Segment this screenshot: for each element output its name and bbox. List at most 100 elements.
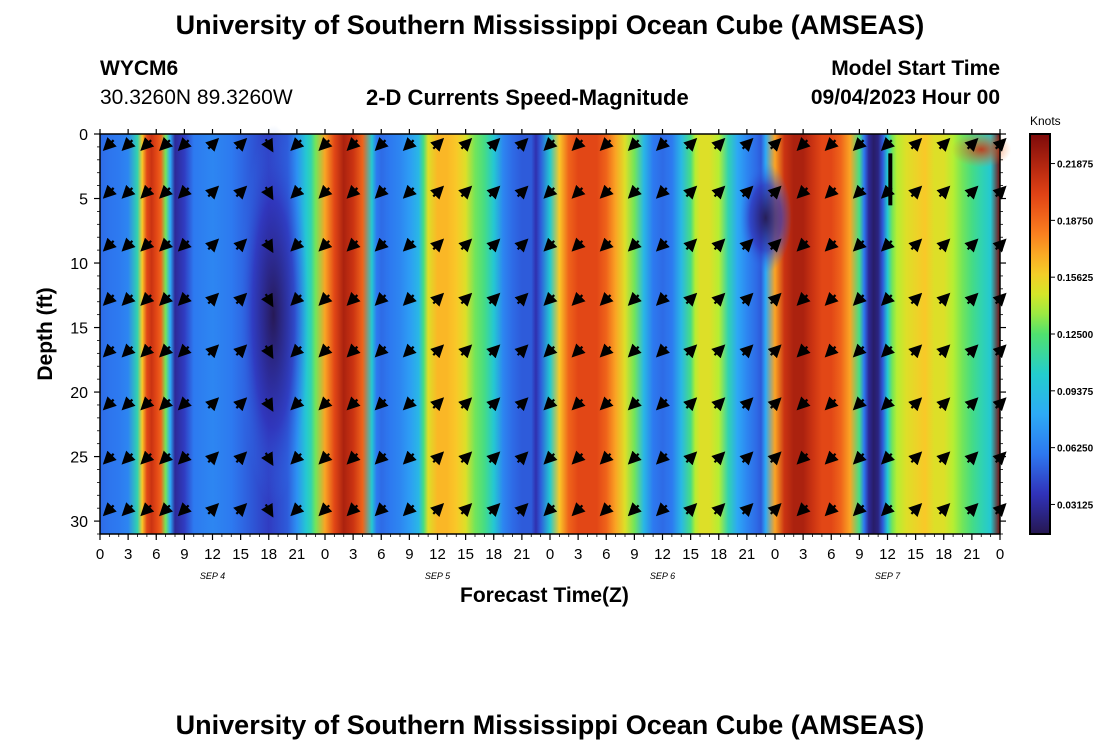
current-vector: [486, 238, 501, 253]
current-vector: [430, 238, 445, 253]
current-vector: [936, 137, 951, 152]
x-tick-label: 21: [739, 546, 756, 563]
current-vector: [140, 450, 155, 465]
current-vector: [964, 397, 979, 412]
colorbar-title: Knots: [1030, 114, 1061, 128]
current-vector: [543, 237, 558, 252]
x-day-label: SEP 7: [875, 571, 901, 581]
current-vector: [290, 450, 305, 465]
current-vector: [627, 291, 642, 306]
current-vector: [458, 451, 473, 466]
colorbar: [1029, 133, 1051, 535]
current-vector: [402, 450, 417, 465]
current-vector: [992, 451, 1007, 466]
current-vector: [767, 397, 782, 412]
current-vector: [767, 503, 782, 518]
current-vector: [824, 291, 839, 306]
current-vector: [159, 291, 174, 306]
current-vector: [159, 237, 174, 252]
current-vector: [880, 184, 895, 199]
current-vector: [514, 238, 529, 253]
current-vector: [121, 502, 136, 517]
current-vector: [514, 292, 529, 307]
current-vector: [374, 184, 389, 199]
current-vector: [908, 238, 923, 253]
current-vector: [880, 237, 895, 252]
current-vector: [571, 137, 586, 152]
current-vector: [627, 184, 642, 199]
x-day-label: SEP 6: [650, 571, 675, 581]
x-tick-label: 0: [96, 546, 104, 563]
current-vector: [796, 237, 811, 252]
y-tick-label: 10: [70, 256, 88, 273]
x-tick-label: 3: [799, 546, 807, 563]
y-tick-label: 20: [70, 385, 88, 402]
current-vector: [402, 502, 417, 517]
current-vector: [318, 343, 333, 358]
y-tick-label: 5: [79, 192, 88, 209]
station-id: WYCM6: [100, 57, 179, 80]
current-vector: [599, 184, 614, 199]
current-vector: [233, 185, 248, 200]
y-tick-label: 25: [70, 450, 88, 467]
current-vector: [346, 396, 361, 411]
current-vector: [290, 343, 305, 358]
current-vector: [964, 451, 979, 466]
current-vector: [205, 397, 220, 412]
current-vector: [739, 344, 754, 359]
current-vector: [936, 292, 951, 307]
current-vector: [852, 396, 867, 411]
current-vector: [458, 238, 473, 253]
current-vector: [102, 396, 117, 411]
current-vector: [627, 343, 642, 358]
x-tick-label: 15: [907, 546, 924, 563]
current-vector: [964, 344, 979, 359]
current-vector: [233, 503, 248, 518]
current-vector: [796, 184, 811, 199]
current-vector: [571, 184, 586, 199]
current-vector: [346, 184, 361, 199]
current-vector: [430, 344, 445, 359]
current-vector: [290, 396, 305, 411]
current-vector: [543, 450, 558, 465]
current-vector: [655, 343, 670, 358]
colorbar-tick-label: 0.12500: [1057, 330, 1094, 341]
current-vector: [233, 292, 248, 307]
current-vector: [655, 450, 670, 465]
current-vector: [936, 451, 951, 466]
current-vector: [852, 237, 867, 252]
current-vector: [374, 450, 389, 465]
current-vector: [683, 185, 698, 200]
current-vector: [655, 396, 670, 411]
current-vector: [346, 450, 361, 465]
current-vector: [159, 137, 174, 152]
current-vector: [318, 450, 333, 465]
y-tick-label: 30: [70, 514, 88, 531]
x-tick-label: 18: [935, 546, 952, 563]
current-vector: [880, 343, 895, 358]
current-vector: [880, 450, 895, 465]
current-vector: [374, 237, 389, 252]
current-vector: [159, 343, 174, 358]
surface-high-speed-patch: [951, 131, 1012, 168]
current-vector: [514, 185, 529, 200]
current-vector: [374, 396, 389, 411]
x-tick-label: 9: [630, 546, 638, 563]
current-vector: [346, 291, 361, 306]
current-vector: [159, 450, 174, 465]
current-vector: [261, 344, 274, 359]
current-vector: [290, 237, 305, 252]
current-vector: [599, 237, 614, 252]
current-vector: [599, 343, 614, 358]
current-vector: [102, 502, 117, 517]
current-vector: [261, 137, 274, 153]
current-vector: [571, 237, 586, 252]
x-tick-label: 15: [682, 546, 699, 563]
current-vector: [514, 344, 529, 359]
current-vector: [233, 238, 248, 253]
current-vector: [514, 137, 529, 152]
x-tick-label: 0: [321, 546, 329, 563]
current-vector: [711, 344, 726, 359]
current-vector: [852, 184, 867, 199]
current-vector: [205, 503, 220, 518]
